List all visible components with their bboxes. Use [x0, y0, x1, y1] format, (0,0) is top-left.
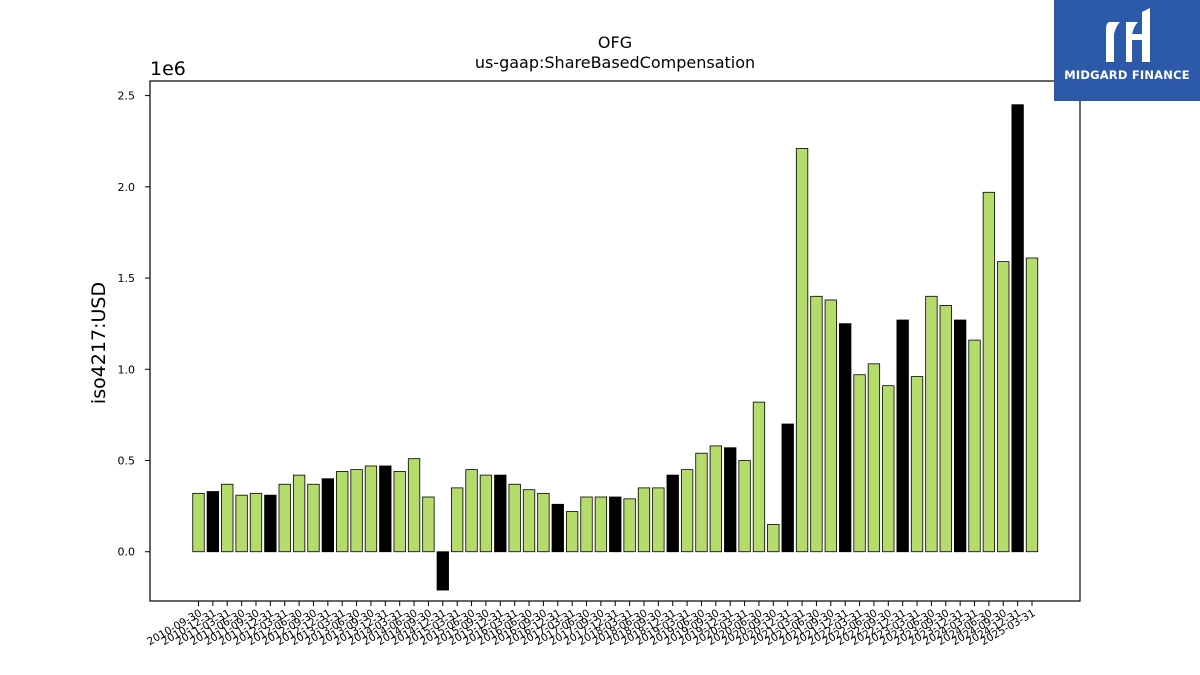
- bar-2018-03-31: [623, 498, 636, 553]
- bar-2015-09-30: [479, 474, 493, 553]
- bar-2017-09-30: [594, 496, 608, 553]
- bar-2013-09-30: [364, 465, 378, 553]
- bar-2024-09-30: [997, 261, 1010, 553]
- bar-2017-03-31: [565, 511, 579, 553]
- bar-2022-06-30: [867, 363, 881, 553]
- bar-2014-09-30: [422, 496, 435, 553]
- bar-2024-12-31: [1011, 104, 1024, 553]
- bar-2013-12-31: [379, 465, 392, 553]
- bar-2012-09-30: [307, 483, 320, 553]
- bar-2013-03-31: [336, 471, 349, 553]
- bar-2011-09-30: [249, 492, 263, 553]
- bar-2021-12-31: [839, 323, 852, 553]
- x-ticks-group: 2010-09-302010-12-312011-03-312011-06-30…: [145, 601, 1038, 648]
- bar-2019-06-30: [695, 452, 708, 553]
- bar-2016-03-31: [508, 483, 521, 553]
- bar-2014-06-30: [407, 458, 421, 553]
- bar-2023-09-30: [939, 305, 952, 553]
- bar-2018-09-30: [652, 487, 665, 553]
- y-tick-label: 1.0: [118, 363, 136, 376]
- bar-2022-12-31: [896, 319, 909, 553]
- bar-2011-06-30: [235, 494, 248, 553]
- chart-title: OFG: [598, 33, 632, 52]
- bar-2017-06-30: [580, 496, 593, 553]
- bar-2021-09-30: [824, 299, 837, 553]
- y-ticks-group: 0.0 0.5 1.0 1.5 2.0 2.5: [118, 90, 150, 559]
- bar-2020-03-31: [738, 460, 751, 553]
- y-tick-label: 0.0: [118, 546, 136, 559]
- bar-2020-12-31: [781, 423, 794, 553]
- logo-mark-icon: [1106, 8, 1150, 62]
- bar-2016-12-31: [551, 503, 564, 553]
- bar-2016-06-30: [522, 489, 536, 553]
- bar-2019-09-30: [709, 445, 722, 553]
- bar-2015-03-31: [451, 487, 464, 553]
- bar-2020-06-30: [752, 401, 766, 553]
- chart-subtitle: us-gaap:ShareBasedCompensation: [475, 53, 755, 72]
- y-scale-label: 1e6: [150, 58, 186, 80]
- bar-2024-03-31: [968, 339, 981, 553]
- bar-2012-06-30: [292, 474, 306, 553]
- y-tick-label: 1.5: [118, 272, 136, 285]
- bar-2021-03-31: [795, 148, 809, 553]
- bar-2011-03-31: [221, 483, 234, 553]
- plot-frame: [149, 80, 1081, 602]
- y-tick-label: 2.0: [118, 181, 136, 194]
- y-tick-label: 2.5: [118, 90, 136, 103]
- bar-2010-12-31: [206, 491, 220, 553]
- bar-2017-12-31: [609, 496, 622, 553]
- bar-2021-06-30: [810, 295, 823, 553]
- y-tick-label: 0.5: [118, 455, 136, 468]
- brand-logo: MIDGARD FINANCE: [1054, 0, 1200, 101]
- bar-2024-06-30: [982, 191, 996, 553]
- y-axis-label: iso4217:USD: [88, 282, 110, 404]
- bar-2020-09-30: [767, 523, 780, 553]
- bar-2010-09-30: [192, 492, 205, 553]
- bar-2025-03-31: [1025, 257, 1039, 553]
- bar-2016-09-30: [537, 492, 550, 553]
- bar-2015-12-31: [494, 474, 507, 553]
- bar-2014-12-31: [436, 551, 449, 591]
- bar-2014-03-31: [393, 471, 406, 553]
- bar-2019-12-31: [724, 447, 737, 553]
- bar-2022-03-31: [853, 374, 866, 553]
- bar-2015-06-30: [465, 469, 478, 553]
- bar-2012-12-31: [321, 478, 334, 553]
- bar-2023-06-30: [925, 295, 938, 553]
- bar-2019-03-31: [680, 469, 694, 553]
- bar-2018-06-30: [637, 487, 651, 553]
- bar-2011-12-31: [264, 494, 277, 553]
- bar-2023-03-31: [910, 376, 924, 553]
- brand-name: MIDGARD FINANCE: [1064, 68, 1190, 82]
- bar-2022-09-30: [882, 385, 895, 553]
- bar-2018-12-31: [666, 474, 679, 553]
- bar-2023-12-31: [954, 319, 967, 553]
- bar-2013-06-30: [350, 469, 363, 553]
- bars-group: [192, 104, 1039, 591]
- bar-2012-03-31: [278, 483, 291, 553]
